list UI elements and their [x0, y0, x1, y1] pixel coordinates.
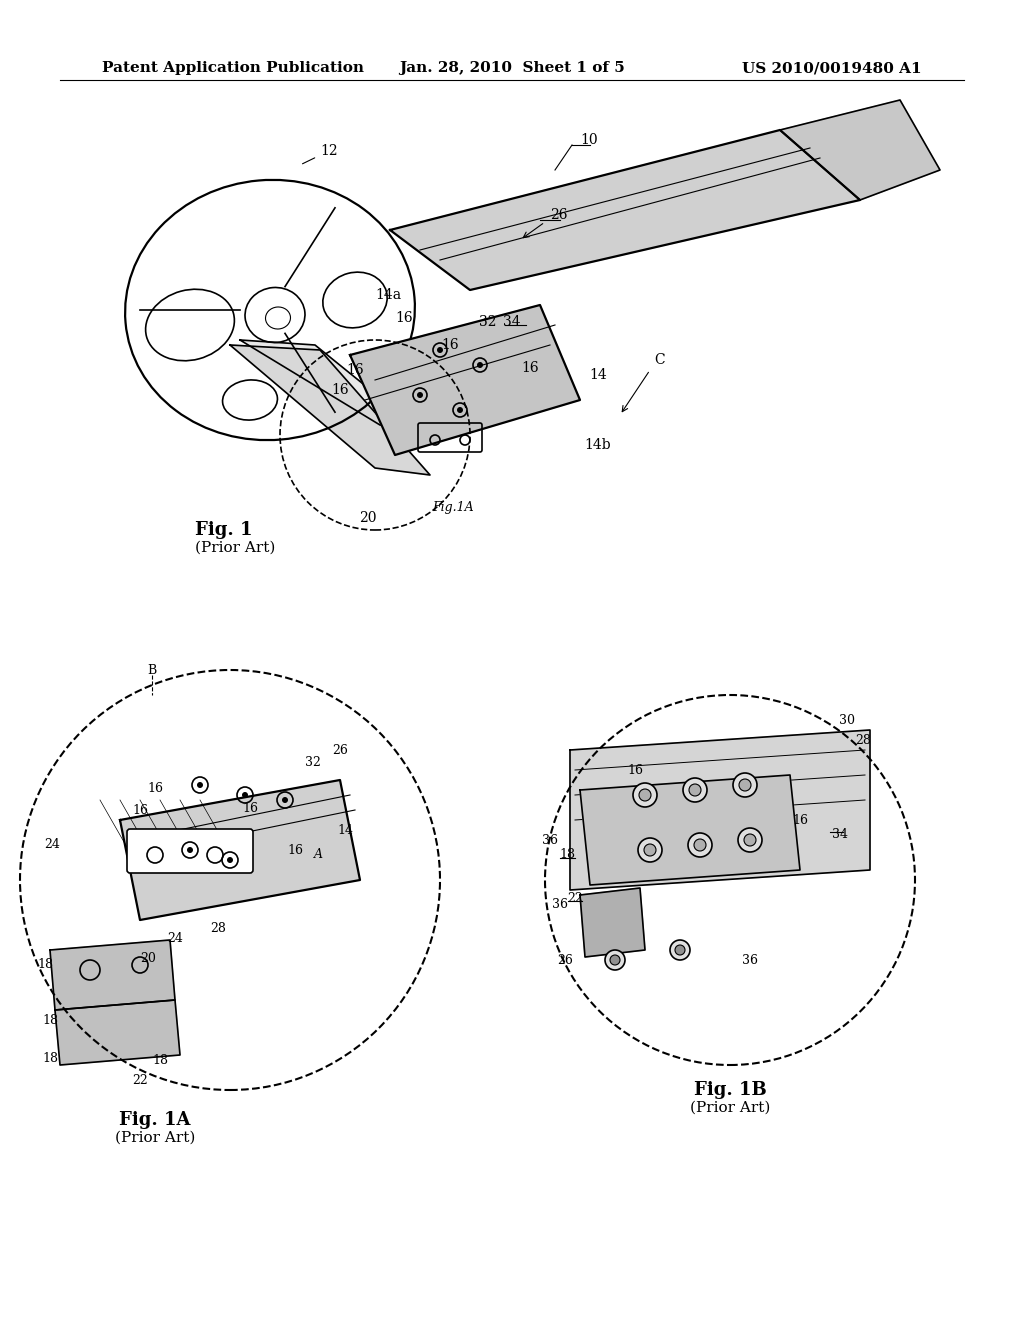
Circle shape	[689, 784, 701, 796]
Text: 16: 16	[147, 781, 163, 795]
Text: 22: 22	[132, 1073, 147, 1086]
Text: 14: 14	[337, 824, 353, 837]
Polygon shape	[780, 100, 940, 201]
Text: 18: 18	[37, 958, 53, 972]
Polygon shape	[55, 1001, 180, 1065]
Polygon shape	[120, 780, 360, 920]
Circle shape	[739, 779, 751, 791]
Text: A: A	[313, 849, 323, 862]
Text: 20: 20	[359, 511, 377, 525]
Text: 32: 32	[305, 756, 321, 770]
Text: 16: 16	[792, 813, 808, 826]
Text: 34: 34	[503, 315, 521, 329]
Text: 16: 16	[627, 763, 643, 776]
Text: C: C	[654, 352, 666, 367]
Text: 14: 14	[589, 368, 607, 381]
Text: 18: 18	[152, 1053, 168, 1067]
Text: Fig. 1A: Fig. 1A	[119, 1111, 190, 1129]
Circle shape	[639, 789, 651, 801]
Text: 22: 22	[567, 891, 583, 904]
Circle shape	[605, 950, 625, 970]
Text: 26: 26	[557, 953, 573, 966]
Text: 16: 16	[346, 363, 364, 378]
Circle shape	[644, 843, 656, 855]
Circle shape	[242, 792, 248, 799]
Circle shape	[670, 940, 690, 960]
Text: 18: 18	[42, 1014, 58, 1027]
Text: 24: 24	[44, 838, 60, 851]
Circle shape	[187, 847, 193, 853]
Text: 36: 36	[542, 833, 558, 846]
Circle shape	[683, 777, 707, 803]
Text: 28: 28	[210, 921, 226, 935]
Circle shape	[457, 407, 463, 413]
Circle shape	[688, 833, 712, 857]
Text: 14b: 14b	[585, 438, 611, 451]
Text: (Prior Art): (Prior Art)	[195, 541, 275, 554]
FancyBboxPatch shape	[127, 829, 253, 873]
Text: 36: 36	[742, 953, 758, 966]
Circle shape	[733, 774, 757, 797]
Text: 30: 30	[839, 714, 855, 726]
Circle shape	[610, 954, 620, 965]
Text: 28: 28	[855, 734, 871, 747]
Text: 36: 36	[552, 899, 568, 912]
Circle shape	[417, 392, 423, 399]
Polygon shape	[580, 888, 645, 957]
Circle shape	[675, 945, 685, 954]
Circle shape	[20, 671, 440, 1090]
Text: 16: 16	[395, 312, 413, 325]
Text: US 2010/0019480 A1: US 2010/0019480 A1	[742, 61, 922, 75]
Polygon shape	[570, 730, 870, 890]
Circle shape	[744, 834, 756, 846]
Circle shape	[477, 362, 483, 368]
Circle shape	[633, 783, 657, 807]
Circle shape	[638, 838, 662, 862]
Text: 14a: 14a	[375, 288, 401, 302]
Text: (Prior Art): (Prior Art)	[690, 1101, 770, 1115]
Text: Patent Application Publication: Patent Application Publication	[102, 61, 364, 75]
Circle shape	[694, 840, 706, 851]
Text: 16: 16	[521, 360, 539, 375]
Circle shape	[738, 828, 762, 851]
Text: 26: 26	[550, 209, 567, 222]
Text: 16: 16	[132, 804, 148, 817]
Text: 16: 16	[242, 801, 258, 814]
Text: 16: 16	[441, 338, 459, 352]
Text: Jan. 28, 2010  Sheet 1 of 5: Jan. 28, 2010 Sheet 1 of 5	[399, 61, 625, 75]
Polygon shape	[580, 775, 800, 884]
Polygon shape	[230, 345, 430, 475]
Text: 10: 10	[580, 133, 598, 147]
Text: (Prior Art): (Prior Art)	[115, 1131, 196, 1144]
Polygon shape	[240, 341, 420, 430]
Text: Fig. 1B: Fig. 1B	[693, 1081, 766, 1100]
Polygon shape	[390, 129, 860, 290]
Text: 32: 32	[479, 315, 497, 329]
Circle shape	[197, 781, 203, 788]
Circle shape	[282, 797, 288, 803]
Text: 24: 24	[167, 932, 183, 945]
Text: 20: 20	[140, 952, 156, 965]
Text: 16: 16	[287, 843, 303, 857]
Text: B: B	[147, 664, 157, 676]
Text: 12: 12	[302, 144, 338, 164]
Text: 34: 34	[831, 829, 848, 842]
Circle shape	[227, 857, 233, 863]
Text: 16: 16	[331, 383, 349, 397]
Polygon shape	[50, 940, 175, 1010]
Text: Fig.1A: Fig.1A	[432, 502, 474, 515]
Text: Fig. 1: Fig. 1	[195, 521, 253, 539]
Circle shape	[545, 696, 915, 1065]
Text: 18: 18	[559, 849, 575, 862]
Circle shape	[437, 347, 443, 352]
Polygon shape	[350, 305, 580, 455]
Text: 18: 18	[42, 1052, 58, 1064]
Text: 26: 26	[332, 743, 348, 756]
